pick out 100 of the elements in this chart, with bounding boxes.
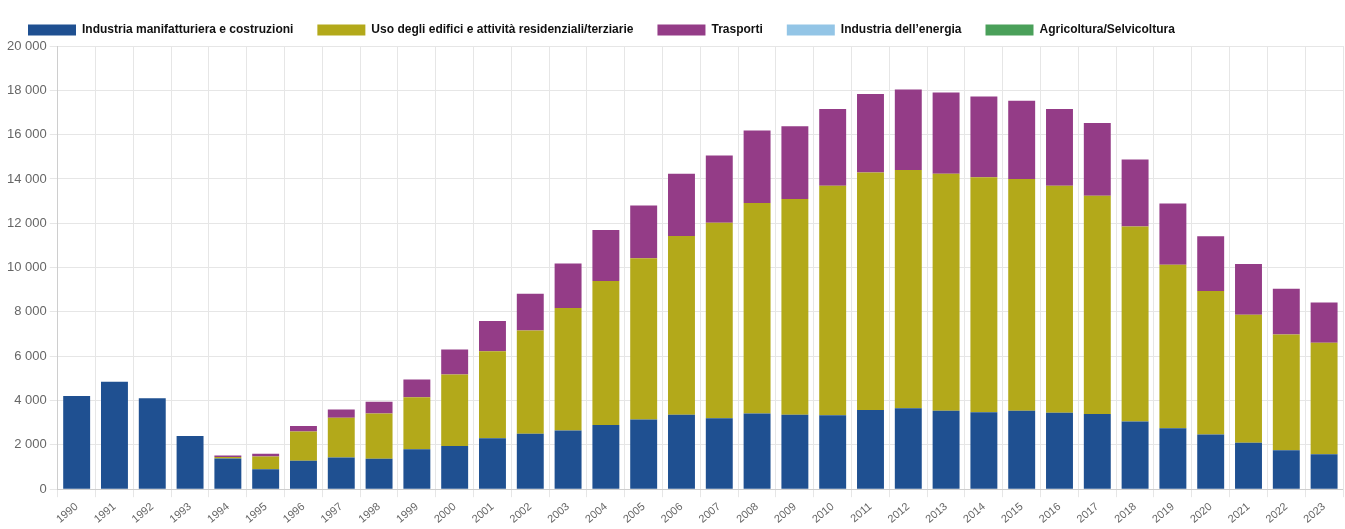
bar [1121, 421, 1149, 489]
bar [1197, 291, 1225, 435]
bar [1083, 123, 1111, 196]
bar [1310, 454, 1338, 489]
bar [1159, 264, 1187, 429]
legend-label: Industria manifatturiera e costruzioni [82, 22, 294, 37]
bar [1272, 334, 1300, 451]
y-tick-label: 10 000 [7, 259, 47, 275]
bar [252, 453, 280, 457]
bar [479, 438, 506, 489]
bar [441, 349, 469, 375]
bar [252, 469, 280, 489]
bar [781, 198, 809, 415]
y-tick-label: 8 000 [14, 303, 47, 319]
bar [1008, 100, 1036, 179]
bar [1235, 314, 1262, 443]
bar [592, 424, 620, 489]
bar [554, 307, 582, 431]
bar [1235, 264, 1262, 315]
bar [819, 415, 847, 489]
bar [932, 92, 960, 174]
bar [819, 185, 847, 416]
bar [781, 414, 809, 489]
y-tick-label: 14 000 [7, 170, 47, 186]
bar [63, 396, 91, 489]
bar [403, 449, 431, 489]
bar [290, 431, 317, 461]
bar [403, 397, 431, 450]
bar [176, 435, 204, 489]
bar [479, 351, 506, 439]
bar [290, 426, 317, 432]
bar [857, 94, 884, 173]
bar [630, 258, 658, 420]
bar [668, 173, 695, 236]
bar [668, 414, 695, 489]
bar [214, 458, 242, 489]
bar [1197, 434, 1225, 489]
y-tick-label: 18 000 [7, 81, 47, 97]
y-tick-label: 20 000 [7, 37, 47, 53]
y-tick-label: 16 000 [7, 126, 47, 142]
bar [516, 433, 544, 489]
bar [479, 320, 506, 352]
legend-label: Industria dell’energia [840, 22, 962, 37]
bar [327, 457, 355, 489]
bar [932, 410, 960, 489]
bar [970, 96, 998, 178]
bar [290, 460, 317, 489]
bar [441, 445, 469, 489]
legend-label: Agricoltura/Selvicoltura [1039, 22, 1176, 37]
bar [516, 330, 544, 434]
bar [365, 458, 393, 489]
bar [592, 229, 620, 282]
bar [365, 401, 393, 414]
bar [970, 177, 998, 413]
bar [630, 419, 658, 489]
bar [743, 413, 771, 489]
bar [1310, 302, 1338, 343]
bar [1046, 185, 1073, 413]
y-tick-label: 2 000 [14, 436, 47, 452]
bar [819, 108, 847, 186]
y-tick-label: 12 000 [7, 214, 47, 230]
bar [1083, 414, 1111, 489]
bar [705, 222, 733, 419]
legend-label: Trasporti [711, 22, 763, 37]
bar [1272, 450, 1300, 489]
bar [1046, 412, 1073, 489]
bar [1272, 288, 1300, 335]
bar [1121, 159, 1149, 227]
bar [1310, 342, 1338, 455]
bar [743, 130, 771, 203]
bar [743, 202, 771, 414]
bar [1121, 226, 1149, 422]
bar [970, 412, 998, 489]
y-tick-label: 0 [39, 480, 47, 496]
bar [327, 409, 355, 418]
bar [1197, 236, 1225, 292]
bar [327, 417, 355, 458]
bar [857, 172, 884, 411]
bar [1159, 203, 1187, 265]
bar [1159, 428, 1187, 489]
bar [138, 398, 166, 489]
bar [365, 413, 393, 459]
bar [932, 173, 960, 411]
y-tick-label: 4 000 [14, 392, 47, 408]
bar [705, 155, 733, 223]
bar [101, 381, 128, 489]
bar [668, 235, 695, 415]
bar [1008, 410, 1036, 489]
bar [1008, 178, 1036, 411]
bar [252, 456, 280, 470]
legend-label: Uso degli edifici e attività residenziali/terziarie [371, 22, 634, 37]
bar [1083, 195, 1111, 415]
bar [705, 418, 733, 489]
bar [630, 205, 658, 259]
bar [592, 281, 620, 425]
bar [781, 126, 809, 199]
bar [554, 430, 582, 489]
bar [894, 170, 922, 409]
bar [857, 410, 884, 489]
bar [403, 379, 431, 398]
